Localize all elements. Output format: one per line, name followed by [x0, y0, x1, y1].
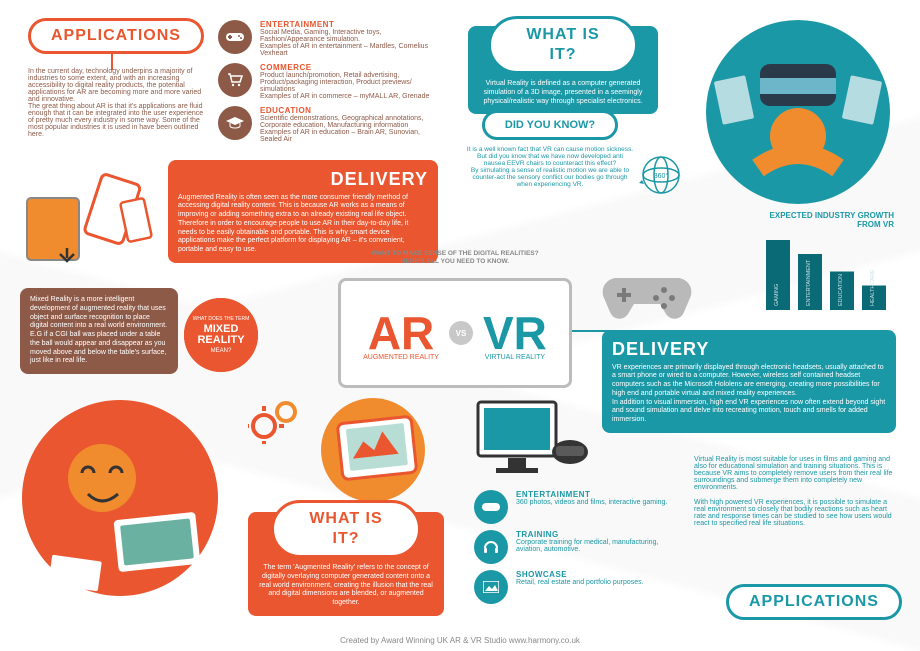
vr-cat-body: Corporate training for medical, manufact…: [516, 539, 678, 553]
ar-whatisit-title: WHAT IS IT?: [271, 500, 421, 558]
ar-applications-title: APPLICATIONS: [28, 18, 204, 54]
tablet-photo-illustration: [312, 396, 434, 504]
ar-cat-body: Social Media, Gaming, Interactive toys, …: [260, 29, 438, 57]
vr-didyouknow-title: DID YOU KNOW?: [482, 110, 618, 140]
vr-side-text: Virtual Reality is most suitable for use…: [694, 456, 896, 527]
ar-categories: ENTERTAINMENTSocial Media, Gaming, Inter…: [218, 20, 438, 149]
ar-cat-title: COMMERCE: [260, 63, 438, 72]
ar-cat-body: Product launch/promotion, Retail adverti…: [260, 72, 438, 100]
vr-person-illustration: [698, 18, 898, 206]
svg-text:HEALTHCARE: HEALTHCARE: [870, 269, 876, 306]
ar-cat-row: EDUCATIONScientific demonstrations, Geog…: [218, 106, 438, 143]
vr-didyouknow: DID YOU KNOW? It is a well known fact th…: [466, 110, 634, 188]
badge-post: MEAN?: [211, 348, 232, 354]
svg-text:360°: 360°: [654, 172, 669, 180]
ar-delivery-title: DELIVERY: [178, 168, 428, 191]
center-card: ARAUGMENTED REALITY VS VRVIRTUAL REALITY: [338, 278, 572, 388]
vr-categories: ENTERTAINMENT360 photos, videos and film…: [474, 490, 678, 610]
vr-applications-pill: APPLICATIONS: [726, 584, 902, 620]
mixed-reality-badge: WHAT DOES THE TERM MIXED REALITY MEAN?: [184, 298, 258, 372]
vr-side-2: With high powered VR experiences, it is …: [694, 499, 896, 527]
ar-sub: AUGMENTED REALITY: [363, 354, 439, 361]
vr-didyouknow-body: It is a well known fact that VR can caus…: [466, 146, 634, 188]
gamepad-icon: [474, 490, 508, 524]
vr-cat-body: 360 photos, videos and films, interactiv…: [516, 499, 667, 506]
vr-applications-title: APPLICATIONS: [726, 584, 902, 620]
vr-side-1: Virtual Reality is most suitable for use…: [694, 456, 896, 491]
vr-cat-row: ENTERTAINMENT360 photos, videos and film…: [474, 490, 678, 524]
vr-cat-title: SHOWCASE: [516, 570, 644, 579]
ar-cat-title: EDUCATION: [260, 106, 438, 115]
gamepad-grey-icon: [602, 268, 692, 324]
vr-whatisit-body: Virtual Reality is defined as a computer…: [478, 80, 648, 106]
vr-label: VR: [483, 306, 547, 360]
vr-delivery-body: VR experiences are primarily displayed t…: [612, 364, 886, 425]
ar-person-illustration: [20, 398, 220, 598]
globe-360-icon: 360°: [636, 150, 686, 200]
vr-delivery-title: DELIVERY: [612, 338, 886, 361]
headset-icon: [474, 530, 508, 564]
graduation-icon: [218, 106, 252, 140]
footer: Created by Award Winning UK AR & VR Stud…: [0, 636, 920, 645]
badge-pre: WHAT DOES THE TERM: [193, 317, 250, 322]
ar-applications-body: In the current day, technology underpins…: [28, 68, 208, 138]
vr-cat-row: TRAININGCorporate training for medical, …: [474, 530, 678, 564]
vr-cat-title: ENTERTAINMENT: [516, 490, 667, 499]
svg-text:EDUCATION: EDUCATION: [838, 274, 844, 306]
ar-whatisit-body: The term 'Augmented Reality' refers to t…: [258, 564, 434, 608]
vr-chart-title: EXPECTED INDUSTRY GROWTH FROM VR: [760, 212, 894, 230]
ar-whatisit-box: WHAT IS IT? The term 'Augmented Reality'…: [248, 512, 444, 616]
svg-text:ENTERTAINMENT: ENTERTAINMENT: [806, 259, 812, 306]
vr-whatisit-title: WHAT IS IT?: [488, 16, 638, 74]
monitor-headset-illustration: [470, 396, 590, 484]
mixed-reality-box: Mixed Reality is a more intelligent deve…: [20, 288, 178, 374]
vr-chart-svg: GAMING ENTERTAINMENT EDUCATION HEALTHCARE: [760, 230, 894, 314]
picture-icon: [474, 570, 508, 604]
ar-cat-row: COMMERCEProduct launch/promotion, Retail…: [218, 63, 438, 100]
vr-cat-row: SHOWCASERetail, real estate and portfoli…: [474, 570, 678, 604]
vr-cat-title: TRAINING: [516, 530, 678, 539]
center-header: WANT TO MAKE SENSE OF THE DIGITAL REALIT…: [363, 250, 547, 267]
vs-badge: VS: [449, 321, 473, 345]
ar-cat-body: Scientific demonstrations, Geographical …: [260, 115, 438, 143]
badge-main: MIXED REALITY: [184, 324, 258, 346]
ar-cat-row: ENTERTAINMENTSocial Media, Gaming, Inter…: [218, 20, 438, 57]
gamepad-icon: [218, 20, 252, 54]
vr-whatisit-box: WHAT IS IT? Virtual Reality is defined a…: [468, 26, 658, 114]
ar-cat-title: ENTERTAINMENT: [260, 20, 438, 29]
ar-devices-illustration: [22, 170, 162, 265]
cart-icon: [218, 63, 252, 97]
mixed-reality-body: Mixed Reality is a more intelligent deve…: [30, 296, 168, 366]
vr-cat-body: Retail, real estate and portfolio purpos…: [516, 579, 644, 586]
ar-delivery-box: DELIVERY Augmented Reality is often seen…: [168, 160, 438, 263]
vr-sub: VIRTUAL REALITY: [483, 354, 547, 361]
ar-label: AR: [363, 306, 439, 360]
ar-applications-pill: APPLICATIONS: [28, 18, 204, 54]
svg-text:GAMING: GAMING: [774, 283, 780, 305]
ar-delivery-body: Augmented Reality is often seen as the m…: [178, 194, 428, 255]
vr-chart: EXPECTED INDUSTRY GROWTH FROM VR GAMING E…: [760, 212, 894, 314]
vr-delivery-box: DELIVERY VR experiences are primarily di…: [602, 330, 896, 433]
gears-icon: [248, 396, 302, 444]
